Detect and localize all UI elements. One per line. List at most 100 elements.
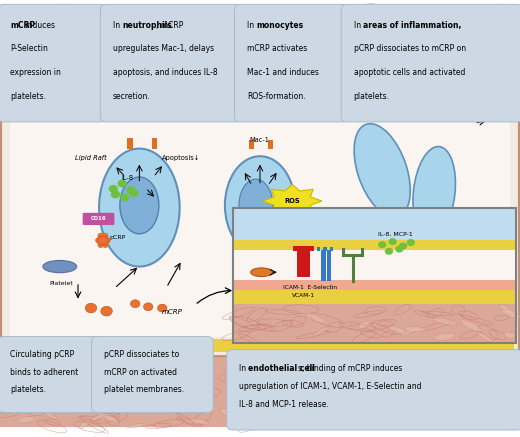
Ellipse shape xyxy=(54,37,70,44)
Ellipse shape xyxy=(172,64,187,70)
Ellipse shape xyxy=(9,405,21,412)
Ellipse shape xyxy=(231,13,255,17)
Text: In: In xyxy=(239,364,249,373)
Ellipse shape xyxy=(434,333,456,340)
FancyBboxPatch shape xyxy=(227,350,520,430)
Ellipse shape xyxy=(480,55,500,61)
Ellipse shape xyxy=(400,327,421,336)
Text: platelet membranes.: platelet membranes. xyxy=(104,385,184,394)
Ellipse shape xyxy=(95,237,101,243)
Ellipse shape xyxy=(0,408,9,413)
Ellipse shape xyxy=(80,422,88,428)
Bar xyxy=(268,140,273,149)
Bar xyxy=(233,240,516,250)
Ellipse shape xyxy=(189,419,209,424)
Ellipse shape xyxy=(450,416,470,422)
Ellipse shape xyxy=(120,177,159,234)
Ellipse shape xyxy=(383,405,404,410)
Ellipse shape xyxy=(11,14,31,22)
Ellipse shape xyxy=(313,326,330,336)
Ellipse shape xyxy=(290,61,304,66)
Bar xyxy=(152,138,157,149)
Ellipse shape xyxy=(467,102,472,108)
Text: CD16: CD16 xyxy=(90,216,106,222)
Circle shape xyxy=(144,303,153,311)
Text: induces: induces xyxy=(23,21,55,30)
Text: In: In xyxy=(354,21,363,30)
Circle shape xyxy=(109,185,118,193)
Text: Mac-1 and induces: Mac-1 and induces xyxy=(247,68,319,77)
Text: ICAM-1  E-Selectin: ICAM-1 E-Selectin xyxy=(283,285,337,290)
Text: IL-8, MCP-1: IL-8, MCP-1 xyxy=(378,232,412,236)
Bar xyxy=(297,250,310,277)
Text: P-Selectin: P-Selectin xyxy=(10,44,48,53)
Ellipse shape xyxy=(21,31,47,38)
Text: platelets.: platelets. xyxy=(10,92,46,101)
Ellipse shape xyxy=(358,404,378,409)
Text: Platelet: Platelet xyxy=(49,281,73,285)
Bar xyxy=(321,250,326,281)
Text: upregulates Mac-1, delays: upregulates Mac-1, delays xyxy=(113,44,214,53)
Ellipse shape xyxy=(31,30,54,41)
Ellipse shape xyxy=(98,233,104,239)
Ellipse shape xyxy=(91,414,105,420)
Text: neutrophils: neutrophils xyxy=(122,21,172,30)
Circle shape xyxy=(131,300,140,308)
Ellipse shape xyxy=(132,378,148,382)
Ellipse shape xyxy=(213,30,226,34)
Ellipse shape xyxy=(119,12,142,21)
Text: platelets.: platelets. xyxy=(354,92,389,101)
FancyBboxPatch shape xyxy=(341,4,520,122)
Ellipse shape xyxy=(127,423,144,428)
Circle shape xyxy=(395,246,404,253)
Text: secretion.: secretion. xyxy=(113,92,151,101)
Bar xyxy=(330,247,333,251)
Circle shape xyxy=(399,243,407,250)
Ellipse shape xyxy=(18,416,35,423)
Ellipse shape xyxy=(0,399,18,407)
Circle shape xyxy=(120,194,129,201)
Text: pCRP: pCRP xyxy=(109,235,125,240)
Ellipse shape xyxy=(93,20,112,32)
Ellipse shape xyxy=(461,106,466,112)
Ellipse shape xyxy=(43,260,77,273)
Text: mCRP: mCRP xyxy=(10,21,35,30)
Bar xyxy=(233,280,516,290)
Ellipse shape xyxy=(43,375,62,387)
Ellipse shape xyxy=(41,62,56,67)
Ellipse shape xyxy=(440,97,446,104)
Text: , mCRP: , mCRP xyxy=(156,21,184,30)
Bar xyxy=(327,250,331,281)
Text: ROS-formation.: ROS-formation. xyxy=(247,92,306,101)
Ellipse shape xyxy=(37,7,55,14)
Circle shape xyxy=(385,248,393,255)
Text: IL-8: IL-8 xyxy=(121,175,134,181)
Ellipse shape xyxy=(275,373,298,384)
Ellipse shape xyxy=(443,94,448,99)
Ellipse shape xyxy=(317,24,334,30)
Ellipse shape xyxy=(99,149,180,267)
Ellipse shape xyxy=(143,63,157,71)
Ellipse shape xyxy=(69,372,83,381)
Circle shape xyxy=(461,101,470,109)
Text: mCRP activates: mCRP activates xyxy=(247,44,307,53)
Circle shape xyxy=(407,239,415,246)
Ellipse shape xyxy=(80,25,101,37)
Ellipse shape xyxy=(18,8,30,13)
Text: Mac-1: Mac-1 xyxy=(249,137,269,143)
Ellipse shape xyxy=(286,388,302,399)
FancyBboxPatch shape xyxy=(100,4,242,122)
Text: s, binding of mCRP induces: s, binding of mCRP induces xyxy=(298,364,402,373)
Ellipse shape xyxy=(289,45,302,49)
Text: pCRP dissociates to mCRP on: pCRP dissociates to mCRP on xyxy=(354,44,466,53)
FancyBboxPatch shape xyxy=(0,4,107,122)
Ellipse shape xyxy=(449,392,469,396)
Ellipse shape xyxy=(251,268,272,277)
Bar xyxy=(233,208,516,343)
Ellipse shape xyxy=(332,52,344,58)
Ellipse shape xyxy=(458,108,463,113)
Ellipse shape xyxy=(93,66,112,72)
Text: upregulation of ICAM-1, VCAM-1, E-Selectin and: upregulation of ICAM-1, VCAM-1, E-Select… xyxy=(239,382,422,391)
Ellipse shape xyxy=(413,146,456,238)
Ellipse shape xyxy=(186,386,209,393)
